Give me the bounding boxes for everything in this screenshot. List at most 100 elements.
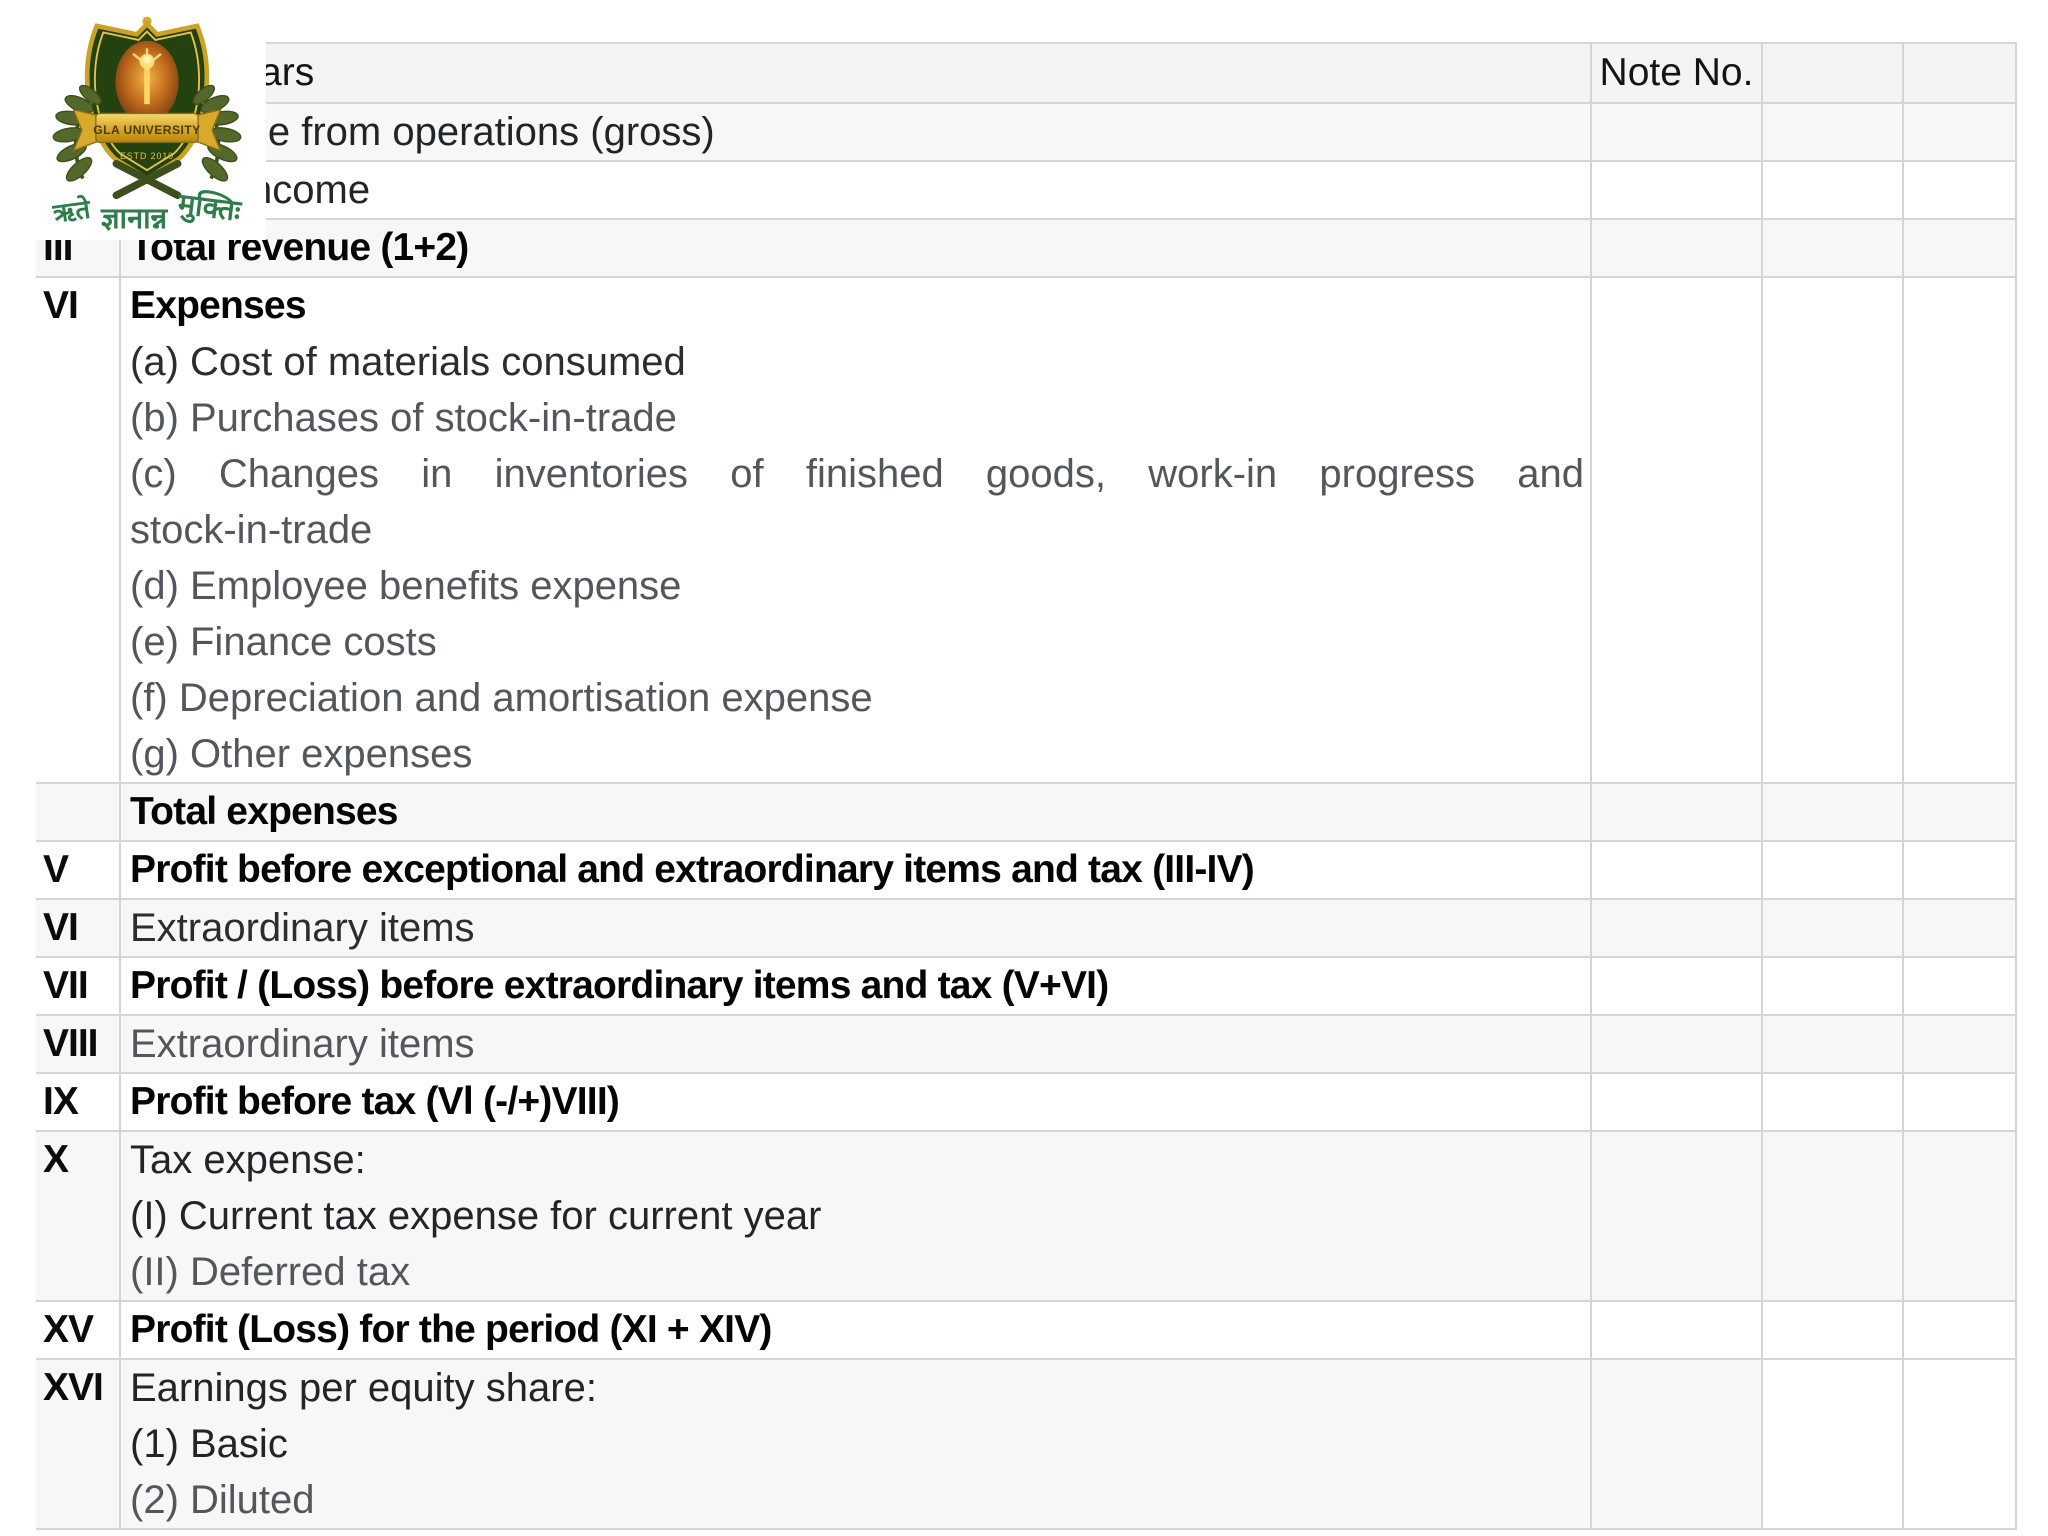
rank-cell: XV (36, 1300, 121, 1360)
amount-cell-2 (1902, 218, 2017, 278)
particulars-cell: Revenue from operations (gross) (119, 102, 1592, 162)
rank-cell: X (36, 1130, 121, 1302)
table-row-tax-expense: X Tax expense: (I) Current tax expense f… (36, 1130, 2017, 1302)
rank-cell: VI (36, 898, 121, 958)
row-rank: X (43, 1138, 69, 1181)
row-label: Total revenue (1+2) (130, 226, 469, 269)
header-note-no-cell: Note No. (1590, 42, 1763, 104)
crest-crossed-stems (112, 159, 182, 200)
answer-cell-right-black-border (1902, 1358, 2017, 1530)
amount-cell-1 (1761, 840, 1904, 900)
current-tax-line: (I) Current tax expense for current year (130, 1194, 822, 1238)
rank-cell: VIII (36, 1014, 121, 1074)
particulars-cell: Extraordinary items (119, 898, 1592, 958)
amount-cell-2 (1902, 276, 2017, 784)
row-rank: VI (43, 906, 79, 949)
amount-cell-2 (1902, 102, 2017, 162)
table-row-total-revenue: III Total revenue (1+2) (36, 218, 2017, 278)
gla-crest-icon: GLA UNIVERSITY ESTD 2010 (52, 16, 242, 200)
amount-cell-1 (1761, 1014, 1904, 1074)
crest-laurel-wreath (52, 84, 242, 182)
table-row-profit-before-tax: IX Profit before tax (Vl (-/+)VIII) (36, 1072, 2017, 1132)
particulars-cell: Expenses (a) Cost of materials consumed … (119, 276, 1592, 784)
note-no-header-label: Note No. (1599, 51, 1754, 94)
row-rank: VII (43, 964, 89, 1007)
note-cell (1590, 102, 1763, 162)
note-cell (1590, 160, 1763, 220)
estd-text: ESTD 2010 (120, 151, 174, 161)
amount-cell-2 (1902, 956, 2017, 1016)
note-cell (1590, 1358, 1763, 1530)
amount-cell-2 (1902, 1130, 2017, 1302)
note-cell (1590, 1072, 1763, 1132)
table-row-total-expenses: Total expenses (36, 782, 2017, 842)
amount-cell-1 (1761, 1300, 1904, 1360)
note-cell (1590, 840, 1763, 900)
particulars-cell: Tax expense: (I) Current tax expense for… (119, 1130, 1592, 1302)
expense-item-c-line2: stock-in-trade (130, 508, 373, 552)
table-row-expenses: VI Expenses (a) Cost of materials consum… (36, 276, 2017, 784)
particulars-cell: Other income (119, 160, 1592, 220)
particulars-cell: Profit before tax (Vl (-/+)VIII) (119, 1072, 1592, 1132)
row-label: Extraordinary items (130, 906, 475, 950)
motto-word-2: ज्ञानान्न (100, 201, 168, 235)
expenses-title: Expenses (130, 284, 307, 327)
amount-cell-2 (1902, 1072, 2017, 1132)
amount-cell-1 (1761, 218, 1904, 278)
particulars-cell: Earnings per equity share: (1) Basic (2)… (119, 1358, 1592, 1530)
table-row-revenue-from-operations: Revenue from operations (gross) (36, 102, 2017, 162)
note-cell (1590, 1014, 1763, 1074)
amount-cell-1 (1761, 956, 1904, 1016)
row-label: Profit / (Loss) before extraordinary ite… (130, 964, 1109, 1007)
expense-item-a: (a) Cost of materials consumed (130, 340, 686, 384)
row-rank: XV (43, 1308, 94, 1351)
banner-text: GLA UNIVERSITY (93, 123, 200, 137)
amount-cell-1 (1761, 276, 1904, 784)
eps-basic-line: (1) Basic (130, 1422, 288, 1466)
amount-cell-1 (1761, 1072, 1904, 1132)
amount-cell-2 (1902, 1300, 2017, 1360)
amount-cell-1 (1761, 1130, 1904, 1302)
table-row-profit-before-exceptional: V Profit before exceptional and extraord… (36, 840, 2017, 900)
amount-cell-2 (1902, 898, 2017, 958)
particulars-cell: Total revenue (1+2) (119, 218, 1592, 278)
note-cell (1590, 956, 1763, 1016)
crest-banner: GLA UNIVERSITY (72, 108, 222, 152)
table-row-earnings-per-share: XVI Earnings per equity share: (1) Basic… (36, 1358, 2017, 1530)
row-label: Profit (Loss) for the period (XI + XIV) (130, 1308, 772, 1351)
note-cell (1590, 898, 1763, 958)
rank-cell: XVI (36, 1358, 121, 1530)
row-label: Profit before tax (Vl (-/+)VIII) (130, 1080, 620, 1123)
amount-cell-2 (1902, 160, 2017, 220)
eps-diluted-line: (2) Diluted (130, 1478, 315, 1522)
amount-cell-2 (1902, 840, 2017, 900)
table-header-row: Particulars Note No. (36, 42, 2017, 104)
note-cell (1590, 1300, 1763, 1360)
row-label: Revenue from operations (gross) (130, 110, 715, 154)
particulars-cell: Profit / (Loss) before extraordinary ite… (119, 956, 1592, 1016)
table-row-other-income: Other income (36, 160, 2017, 220)
profit-loss-table: Particulars Note No. Revenue from operat… (36, 42, 2017, 1530)
table-row-extraordinary-items-vi: VI Extraordinary items (36, 898, 2017, 958)
row-rank: VI (43, 284, 79, 327)
particulars-header-label: Particulars (122, 45, 1589, 101)
rank-cell: VII (36, 956, 121, 1016)
tax-expense-title: Tax expense: (130, 1138, 366, 1182)
motto-word-3: मुक्तिः (176, 186, 243, 228)
row-rank: V (43, 848, 69, 891)
note-cell (1590, 1130, 1763, 1302)
particulars-cell: Total expenses (119, 782, 1592, 842)
amount-cell-2 (1902, 1014, 2017, 1074)
deferred-tax-line: (II) Deferred tax (130, 1250, 411, 1294)
expense-item-d: (d) Employee benefits expense (130, 564, 682, 608)
expense-item-c-line1: (c) Changes in inventories of finished g… (130, 452, 1584, 496)
motto-word-1: ऋते (51, 194, 93, 230)
amount-cell-2 (1902, 782, 2017, 842)
amount-cell-1 (1761, 898, 1904, 958)
note-cell (1590, 276, 1763, 784)
row-label: Total expenses (130, 790, 398, 833)
table-row-profit-for-period: XV Profit (Loss) for the period (XI + XI… (36, 1300, 2017, 1360)
expense-item-g: (g) Other expenses (130, 732, 473, 776)
header-amount-col1-cell (1761, 42, 1904, 104)
particulars-cell: Extraordinary items (119, 1014, 1592, 1074)
